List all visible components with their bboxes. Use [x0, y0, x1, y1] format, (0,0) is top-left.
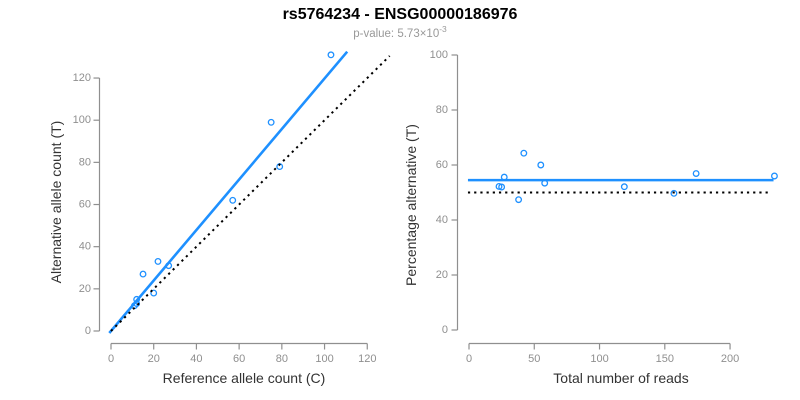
y-tick-label: 80	[79, 156, 91, 168]
data-point	[692, 170, 700, 177]
y-tick-label: 20	[79, 283, 91, 295]
figure-title: rs5764234 - ENSG00000186976	[282, 6, 518, 23]
x-tick-label: 200	[721, 353, 739, 365]
left-plot: 0 20 40 60 80 100 120 0 20 40 60 80 100 120 Reference …	[48, 50, 391, 386]
y-tick-label: 40	[436, 214, 448, 226]
data-point	[229, 196, 237, 204]
data-points	[495, 149, 778, 204]
data-point	[139, 270, 147, 278]
data-point	[150, 289, 158, 297]
x-tick-label: 20	[148, 353, 160, 365]
y-tick-label: 100	[430, 49, 448, 61]
data-point	[520, 149, 528, 157]
y-axis: 0 20 40 60 80 100	[430, 49, 459, 336]
y-tick-label: 0	[442, 324, 448, 336]
y-tick-label: 0	[85, 325, 91, 337]
data-point	[515, 196, 523, 204]
x-tick-label: 50	[528, 353, 540, 365]
x-tick-label: 40	[190, 353, 202, 365]
x-tick-label: 0	[466, 353, 472, 365]
right-plot: 0 50 100 150 200 0 20 40 60 80 100 Total number of …	[403, 49, 778, 386]
x-tick-label: 0	[108, 353, 114, 365]
regression-line	[108, 50, 349, 334]
data-point	[327, 51, 335, 59]
x-axis: 0 20 40 60 80 100 120	[108, 342, 376, 365]
y-tick-label: 60	[436, 159, 448, 171]
y-axis-title: Alternative allele count (T)	[48, 121, 64, 284]
data-point	[620, 183, 628, 191]
x-tick-label: 150	[656, 353, 674, 365]
y-tick-label: 100	[73, 114, 91, 126]
y-tick-label: 40	[79, 241, 91, 253]
data-point	[770, 172, 778, 180]
x-axis: 0 50 100 150 200	[466, 342, 739, 365]
data-point	[537, 161, 545, 169]
x-tick-label: 60	[233, 353, 245, 365]
x-tick-label: 100	[590, 353, 608, 365]
data-point	[670, 189, 678, 197]
y-tick-label: 60	[79, 199, 91, 211]
data-point	[267, 118, 275, 126]
y-tick-label: 120	[73, 72, 91, 84]
x-tick-label: 120	[358, 353, 376, 365]
figure-subtitle: p-value: 5.73×10-3	[0, 24, 800, 40]
x-axis-title: Reference allele count (C)	[163, 370, 326, 386]
y-tick-label: 80	[436, 104, 448, 116]
x-tick-label: 80	[276, 353, 288, 365]
data-point	[154, 257, 162, 265]
data-point	[498, 183, 506, 191]
x-axis-title: Total number of reads	[553, 370, 688, 386]
y-tick-label: 20	[436, 269, 448, 281]
x-tick-label: 100	[315, 353, 333, 365]
y-axis: 0 20 40 60 80 100 120	[73, 72, 101, 337]
identity-line	[110, 55, 391, 332]
y-axis-title: Percentage alternative (T)	[403, 124, 419, 286]
pvalue-text: p-value: 5.73×10	[353, 27, 440, 40]
pvalue-exponent: -3	[439, 24, 447, 34]
